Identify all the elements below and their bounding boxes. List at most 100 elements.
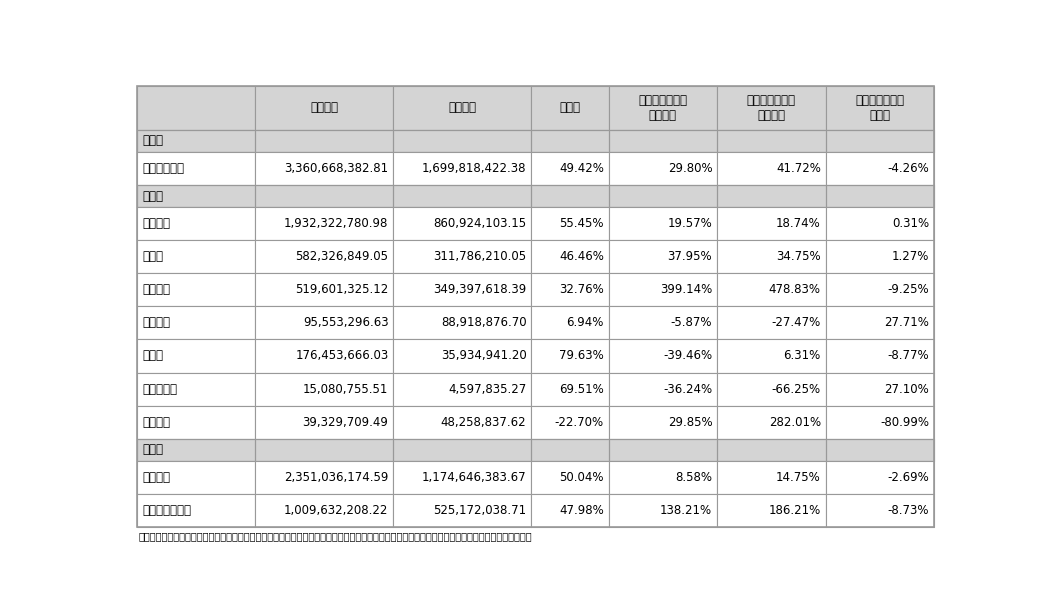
Bar [718,306,825,339]
Text: 1,009,632,208.22: 1,009,632,208.22 [285,504,388,517]
Text: 婴童用品: 婴童用品 [142,283,170,296]
Text: 0.31%: 0.31% [892,217,929,230]
Text: 519,601,325.12: 519,601,325.12 [295,283,388,296]
Text: 3,360,668,382.81: 3,360,668,382.81 [285,162,388,175]
Bar [137,274,255,306]
Text: -9.25%: -9.25% [888,283,929,296]
Text: 19.57%: 19.57% [667,217,712,230]
Bar [531,461,609,494]
Text: 营业成本: 营业成本 [449,102,476,115]
Text: 79.63%: 79.63% [559,349,604,362]
Bar [825,240,934,274]
Text: -8.73%: -8.73% [888,504,929,517]
Bar [718,240,825,274]
Bar [137,130,255,152]
Bar [609,439,718,461]
Bar [255,373,393,405]
Bar [531,373,609,405]
Bar [393,306,531,339]
Bar [137,130,934,152]
Bar [531,240,609,274]
Bar [609,405,718,439]
Text: 营业收入: 营业收入 [311,102,338,115]
Text: 47.98%: 47.98% [559,504,604,517]
Bar [609,306,718,339]
Text: 毛利率比上年同
期增减: 毛利率比上年同 期增减 [856,94,905,122]
Text: 游戏类: 游戏类 [142,349,163,362]
Bar [137,86,255,130]
Bar [825,439,934,461]
Bar [137,339,255,373]
Bar [255,130,393,152]
Text: 设计及制作: 设计及制作 [142,383,177,395]
Text: -36.24%: -36.24% [663,383,712,395]
Bar [255,339,393,373]
Bar [393,185,531,207]
Bar [531,339,609,373]
Bar [255,274,393,306]
Text: 1,699,818,422.38: 1,699,818,422.38 [422,162,526,175]
Text: 影视类: 影视类 [142,250,163,263]
Bar [393,461,531,494]
Bar [609,274,718,306]
Text: 35,934,941.20: 35,934,941.20 [440,349,526,362]
Text: 88,918,876.70: 88,918,876.70 [440,317,526,330]
Text: 分地区: 分地区 [142,443,163,456]
Bar [393,86,531,130]
Bar [531,405,609,439]
Text: 95,553,296.63: 95,553,296.63 [302,317,388,330]
Bar [393,405,531,439]
Text: 分行业: 分行业 [142,134,163,147]
Bar [255,240,393,274]
Bar [718,494,825,527]
Text: 29.85%: 29.85% [667,416,712,429]
Text: 349,397,618.39: 349,397,618.39 [433,283,526,296]
Text: 582,326,849.05: 582,326,849.05 [295,250,388,263]
Text: -39.46%: -39.46% [663,349,712,362]
Bar [609,494,718,527]
Bar [137,439,255,461]
Text: 玩具销售: 玩具销售 [142,217,170,230]
Text: 29.80%: 29.80% [667,162,712,175]
Text: 境外（含香港）: 境外（含香港） [142,504,191,517]
Text: 311,786,210.05: 311,786,210.05 [433,250,526,263]
Bar [609,152,718,185]
Bar [609,373,718,405]
Text: 138.21%: 138.21% [660,504,712,517]
Bar [393,207,531,240]
Bar [825,405,934,439]
Text: -8.77%: -8.77% [888,349,929,362]
Text: 18.74%: 18.74% [776,217,821,230]
Bar [718,461,825,494]
Text: 14.75%: 14.75% [776,471,821,484]
Text: 营业成本比上年
同期增减: 营业成本比上年 同期增减 [747,94,796,122]
Bar [825,207,934,240]
Bar [609,185,718,207]
Text: 48,258,837.62: 48,258,837.62 [440,416,526,429]
Bar [531,207,609,240]
Bar [718,207,825,240]
Bar [531,86,609,130]
Text: 46.46%: 46.46% [559,250,604,263]
Text: 282.01%: 282.01% [769,416,821,429]
Bar [393,274,531,306]
Bar [137,373,255,405]
Text: 营业收入比上年
同期增减: 营业收入比上年 同期增减 [638,94,687,122]
Bar [718,130,825,152]
Text: 电视媒体: 电视媒体 [142,317,170,330]
Bar [137,185,934,207]
Bar [531,439,609,461]
Bar [825,461,934,494]
Bar [825,86,934,130]
Text: 32.76%: 32.76% [559,283,604,296]
Text: -5.87%: -5.87% [670,317,712,330]
Bar [718,373,825,405]
Text: 478.83%: 478.83% [769,283,821,296]
Bar [137,240,255,274]
Bar [137,306,255,339]
Bar [825,130,934,152]
Text: 27.71%: 27.71% [884,317,929,330]
Text: -2.69%: -2.69% [887,471,929,484]
Text: -80.99%: -80.99% [881,416,929,429]
Bar [255,207,393,240]
